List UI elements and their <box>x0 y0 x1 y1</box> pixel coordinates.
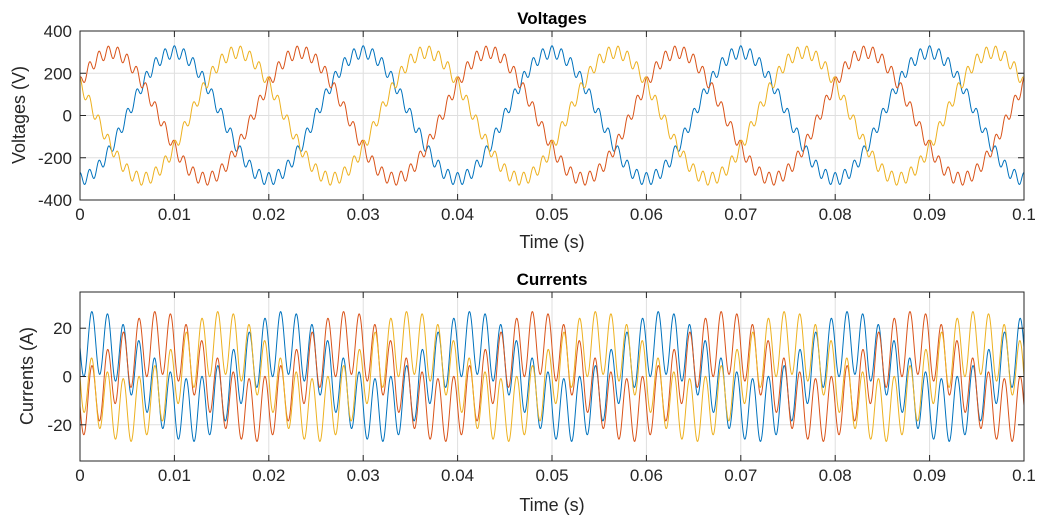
voltages-y-tick-label: -400 <box>38 191 72 210</box>
voltages-x-tick-label: 0.08 <box>819 205 852 224</box>
voltages-x-tick-label: 0.06 <box>630 205 663 224</box>
voltages-x-tick-label: 0.03 <box>347 205 380 224</box>
currents-y-axis-label: Currents (A) <box>17 327 37 425</box>
currents-x-tick-label: 0.07 <box>724 466 757 485</box>
voltages-y-tick-label: 400 <box>44 22 72 41</box>
currents-series-line-3 <box>79 311 1025 442</box>
currents-x-tick-label: 0.09 <box>913 466 946 485</box>
voltages-x-tick-label: 0.04 <box>441 205 474 224</box>
voltages-x-tick-label: 0.09 <box>913 205 946 224</box>
voltages-ticks: 0 0.01 0.02 0.03 0.04 0.05 0.06 0.07 0.08 0.09 0.1… <box>38 22 1036 224</box>
voltages-plot: 0 0.01 0.02 0.03 0.04 0.05 0.06 0.07 0.08 0.09 0.1… <box>9 9 1036 252</box>
currents-x-tick-label: 0 <box>75 466 84 485</box>
currents-series-group <box>79 311 1025 442</box>
voltages-y-axis-label: Voltages (V) <box>9 66 29 164</box>
currents-series-line-1 <box>79 311 1025 442</box>
voltages-x-tick-label: 0.1 <box>1012 205 1036 224</box>
currents-x-tick-label: 0.04 <box>441 466 474 485</box>
voltages-series-group <box>79 45 1025 186</box>
voltages-x-tick-label: 0 <box>75 205 84 224</box>
voltages-y-tick-label: 0 <box>63 107 72 126</box>
currents-y-tick-label: -20 <box>47 416 72 435</box>
voltages-x-tick-label: 0.01 <box>158 205 191 224</box>
currents-x-tick-label: 0.02 <box>252 466 285 485</box>
currents-x-tick-label: 0.08 <box>819 466 852 485</box>
currents-x-tick-label: 0.01 <box>158 466 191 485</box>
voltages-y-tick-label: 200 <box>44 64 72 83</box>
voltages-series-line-3 <box>79 45 1025 186</box>
currents-y-tick-label: 20 <box>53 319 72 338</box>
voltages-x-axis-label: Time (s) <box>519 232 584 252</box>
currents-x-tick-label: 0.06 <box>630 466 663 485</box>
voltages-x-tick-label: 0.07 <box>724 205 757 224</box>
currents-y-tick-label: 0 <box>63 368 72 387</box>
voltages-x-tick-label: 0.05 <box>535 205 568 224</box>
currents-x-axis-label: Time (s) <box>519 495 584 515</box>
currents-x-tick-label: 0.05 <box>535 466 568 485</box>
currents-plot: 0 0.01 0.02 0.03 0.04 0.05 0.06 0.07 0.08 0.09 0.1… <box>17 270 1036 515</box>
voltages-x-tick-label: 0.02 <box>252 205 285 224</box>
voltages-title: Voltages <box>517 9 587 28</box>
currents-x-tick-label: 0.1 <box>1012 466 1036 485</box>
currents-title: Currents <box>517 270 588 289</box>
currents-x-tick-label: 0.03 <box>347 466 380 485</box>
currents-ticks: 0 0.01 0.02 0.03 0.04 0.05 0.06 0.07 0.08 0.09 0.1… <box>47 292 1036 485</box>
currents-series-line-2 <box>79 311 1025 442</box>
voltages-y-tick-label: -200 <box>38 149 72 168</box>
